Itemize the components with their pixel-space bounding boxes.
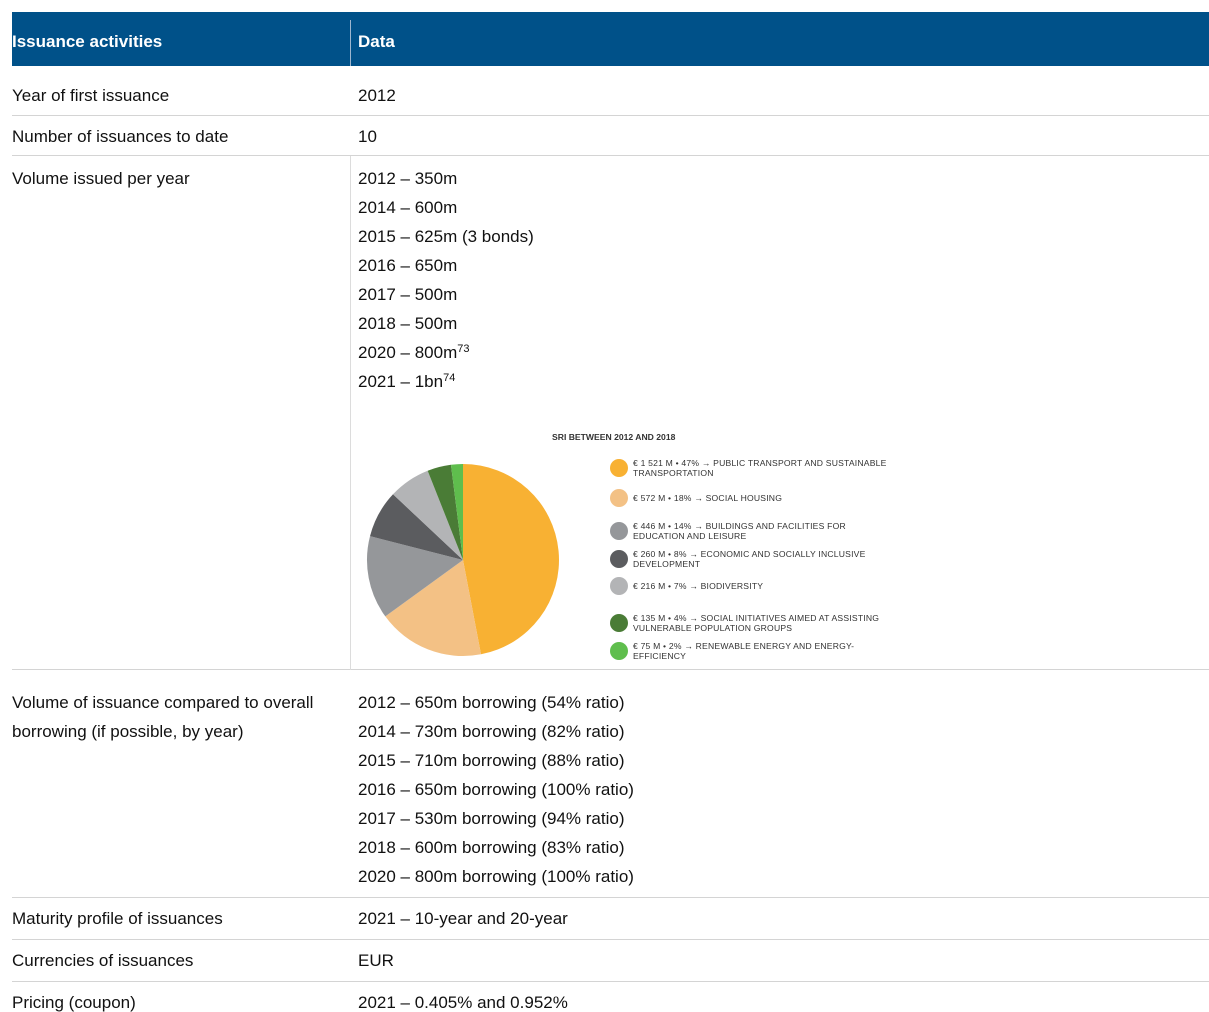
value-text: 10 (358, 127, 377, 146)
row-value: 2012 – 650m borrowing (54% ratio) 2014 – … (358, 688, 1198, 891)
row-value: 2021 – 10-year and 20-year (358, 904, 1198, 933)
legend-swatch (610, 550, 628, 568)
row-label: Currencies of issuances (12, 951, 194, 970)
pie-slice (385, 560, 481, 656)
value-line: 2015 – 625m (3 bonds) (358, 222, 1198, 251)
value-text: 2021 – 10-year and 20-year (358, 909, 568, 928)
value-text: 2012 – 650m borrowing (54% ratio) (358, 693, 625, 712)
value-text: 2018 – 600m borrowing (83% ratio) (358, 838, 625, 857)
row-label: Maturity profile of issuances (12, 909, 223, 928)
header-bar (12, 12, 1209, 66)
value-text: 2016 – 650m borrowing (100% ratio) (358, 780, 634, 799)
legend-swatch (610, 489, 628, 507)
value-text: 2018 – 500m (358, 314, 458, 333)
legend-swatch (610, 614, 628, 632)
value-line: 2021 – 10-year and 20-year (358, 904, 1198, 933)
value-line: 2012 (358, 81, 1198, 110)
row-label: Volume issued per year (12, 169, 190, 188)
value-line: 2014 – 730m borrowing (82% ratio) (358, 717, 1198, 746)
value-text: 2020 – 800m borrowing (100% ratio) (358, 867, 634, 886)
header-cell: Issuance activities (12, 32, 163, 51)
value-line: 2015 – 710m borrowing (88% ratio) (358, 746, 1198, 775)
value-line: 2021 – 0.405% and 0.952% (358, 988, 1198, 1012)
table-row: Number of issuances to date 10 (12, 116, 1209, 156)
legend-label: € 135 M • 4% → SOCIAL INITIATIVES AIMED … (633, 613, 880, 633)
table-row: Maturity profile of issuances 2021 – 10-y… (12, 898, 1209, 940)
value-text: 2017 – 500m (358, 285, 458, 304)
value-line: EUR (358, 946, 1198, 975)
value-text: 2015 – 625m (3 bonds) (358, 227, 534, 246)
legend-swatch (610, 459, 628, 477)
pie-chart (367, 464, 559, 656)
pie-slice (393, 470, 463, 560)
footnote-ref: 73 (457, 343, 470, 355)
row-label: Number of issuances to date (12, 127, 229, 146)
value-line: 2021 – 1bn74 (358, 367, 1198, 396)
table-row: Currencies of issuances EUR (12, 940, 1209, 982)
value-line: 2012 – 350m (358, 164, 1198, 193)
legend-swatch (610, 577, 628, 595)
legend-label: € 446 M • 14% → BUILDINGS AND FACILITIES… (633, 521, 846, 541)
value-text: 2017 – 530m borrowing (94% ratio) (358, 809, 625, 828)
pie-slice (450, 464, 463, 560)
table-row: Volume issued per year 2012 – 350m 2014 – … (12, 156, 1209, 670)
row-value: 2021 – 0.405% and 0.952% (358, 988, 1198, 1012)
table-row: Pricing (coupon) 2021 – 0.405% and 0.952% (12, 982, 1209, 1012)
legend-label: € 75 M • 2% → RENEWABLE ENERGY AND ENERG… (633, 641, 855, 661)
value-line: 2020 – 800m borrowing (100% ratio) (358, 862, 1198, 891)
value-text: 2012 (358, 86, 396, 105)
table-row: Year of first issuance 2012 (12, 66, 1209, 116)
legend-label: € 1 521 M • 47% → PUBLIC TRANSPORT AND S… (633, 458, 887, 478)
value-text: 2014 – 600m (358, 198, 458, 217)
value-line: 10 (358, 122, 1198, 151)
value-text: 2015 – 710m borrowing (88% ratio) (358, 751, 625, 770)
row-value: 2012 – 350m 2014 – 600m 2015 – 625m (3 bon… (358, 164, 1198, 396)
value-text: EUR (358, 951, 394, 970)
legend-label: € 216 M • 7% → BIODIVERSITY (633, 581, 764, 591)
value-line: 2018 – 600m borrowing (83% ratio) (358, 833, 1198, 862)
legend-label: € 572 M • 18% → SOCIAL HOUSING (633, 493, 783, 503)
value-line: 2020 – 800m73 (358, 338, 1198, 367)
value-text: 2021 – 0.405% and 0.952% (358, 993, 568, 1012)
value-text: 2020 – 800m (358, 343, 458, 362)
row-label: Year of first issuance (12, 86, 170, 105)
value-line: 2017 – 530m borrowing (94% ratio) (358, 804, 1198, 833)
legend-swatch (610, 642, 628, 660)
header-cell: Data (358, 32, 395, 51)
chart-title: SRI BETWEEN 2012 AND 2018 (552, 432, 676, 442)
value-line: 2018 – 500m (358, 309, 1198, 338)
row-label: Pricing (coupon) (12, 993, 136, 1012)
value-text: 2016 – 650m (358, 256, 458, 275)
value-line: 2012 – 650m borrowing (54% ratio) (358, 688, 1198, 717)
value-text: 2021 – 1bn (358, 372, 444, 391)
column-divider (350, 156, 351, 670)
value-line: 2014 – 600m (358, 193, 1198, 222)
value-text: 2012 – 350m (358, 169, 458, 188)
legend-swatch (610, 522, 628, 540)
value-line: 2016 – 650m borrowing (100% ratio) (358, 775, 1198, 804)
pie-slice (463, 464, 559, 655)
row-value: 10 (358, 122, 1198, 151)
value-text: 2014 – 730m borrowing (82% ratio) (358, 722, 625, 741)
pie-slice (367, 536, 463, 617)
pie-slice (427, 464, 463, 560)
row-label: Volume of issuance compared to overall b… (12, 693, 314, 741)
row-value: EUR (358, 946, 1198, 975)
value-line: 2017 – 500m (358, 280, 1198, 309)
legend-label: € 260 M • 8% → ECONOMIC AND SOCIALLY INC… (633, 549, 866, 569)
header-divider (350, 20, 351, 66)
footnote-ref: 74 (443, 372, 456, 384)
row-value: 2012 (358, 81, 1198, 110)
table-row: Volume of issuance compared to overall b… (12, 670, 1209, 898)
pie-slice (370, 494, 463, 560)
value-line: 2016 – 650m (358, 251, 1198, 280)
